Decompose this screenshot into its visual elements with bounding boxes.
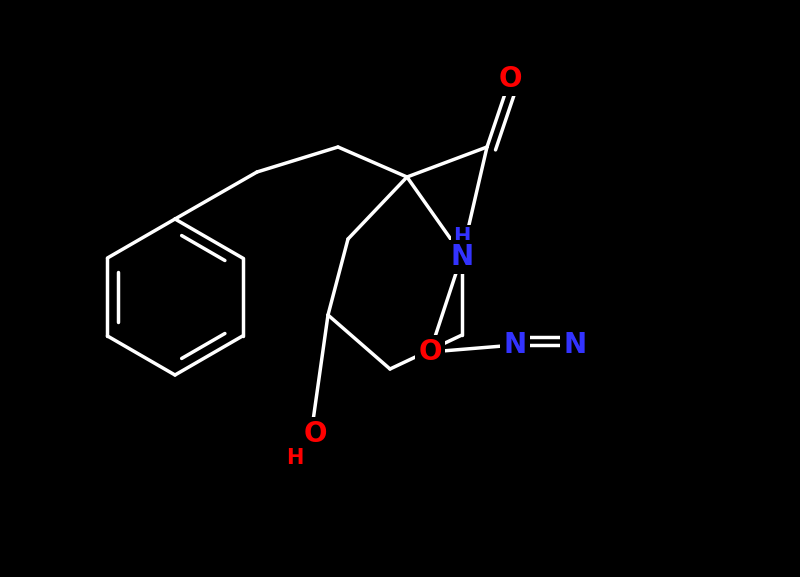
Text: O: O — [498, 65, 522, 93]
Text: H: H — [454, 227, 470, 247]
Text: N: N — [503, 331, 526, 359]
Text: O: O — [303, 420, 326, 448]
Text: O: O — [418, 338, 442, 366]
Text: H: H — [286, 448, 304, 468]
Text: N: N — [450, 243, 474, 271]
Text: N: N — [563, 331, 586, 359]
